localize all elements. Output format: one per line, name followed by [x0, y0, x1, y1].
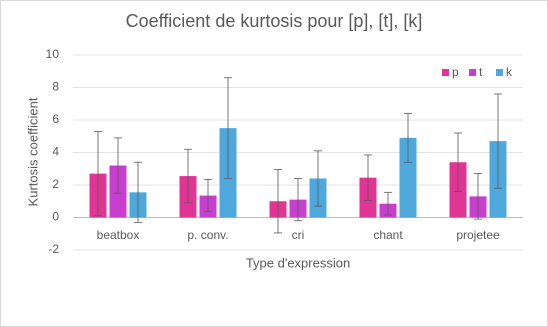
- x-tick-label: projetee: [456, 228, 500, 242]
- error-bar: [204, 178, 212, 213]
- y-tick-label: 2: [52, 177, 59, 191]
- y-tick-label: 8: [52, 80, 59, 94]
- error-bar: [134, 161, 142, 223]
- y-tick-label: -2: [48, 242, 59, 256]
- legend-label: t: [479, 65, 483, 79]
- x-tick-label: p. conv.: [187, 228, 228, 242]
- y-tick-label: 6: [52, 112, 59, 126]
- error-bar: [314, 150, 322, 207]
- error-bar: [454, 132, 462, 192]
- y-axis-title: Kurtosis coefficient: [25, 97, 40, 206]
- error-bar: [224, 77, 232, 179]
- y-tick-label: 0: [52, 210, 59, 224]
- x-tick-label: cri: [292, 228, 305, 242]
- error-bar: [364, 154, 372, 201]
- error-bar: [94, 130, 102, 217]
- y-tick-label: 4: [52, 145, 59, 159]
- legend-swatch: [442, 69, 449, 76]
- x-axis-title: Type d'expression: [246, 255, 350, 270]
- error-bar: [294, 178, 302, 222]
- error-bar: [114, 137, 122, 194]
- legend-label: k: [506, 65, 513, 79]
- x-tick-label: chant: [373, 228, 403, 242]
- x-tick-label: beatbox: [97, 228, 140, 242]
- bar: [399, 137, 417, 218]
- error-bar: [274, 169, 282, 234]
- legend-label: p: [452, 65, 459, 79]
- error-bar: [474, 173, 482, 220]
- error-bar: [404, 113, 412, 163]
- chart-title: Coefficient de kurtosis pour [p], [t], […: [126, 11, 423, 31]
- error-bar: [494, 93, 502, 189]
- legend-swatch: [469, 69, 476, 76]
- error-bar: [384, 191, 392, 216]
- legend-swatch: [496, 69, 503, 76]
- y-tick-label: 10: [46, 47, 60, 61]
- error-bar: [184, 148, 192, 204]
